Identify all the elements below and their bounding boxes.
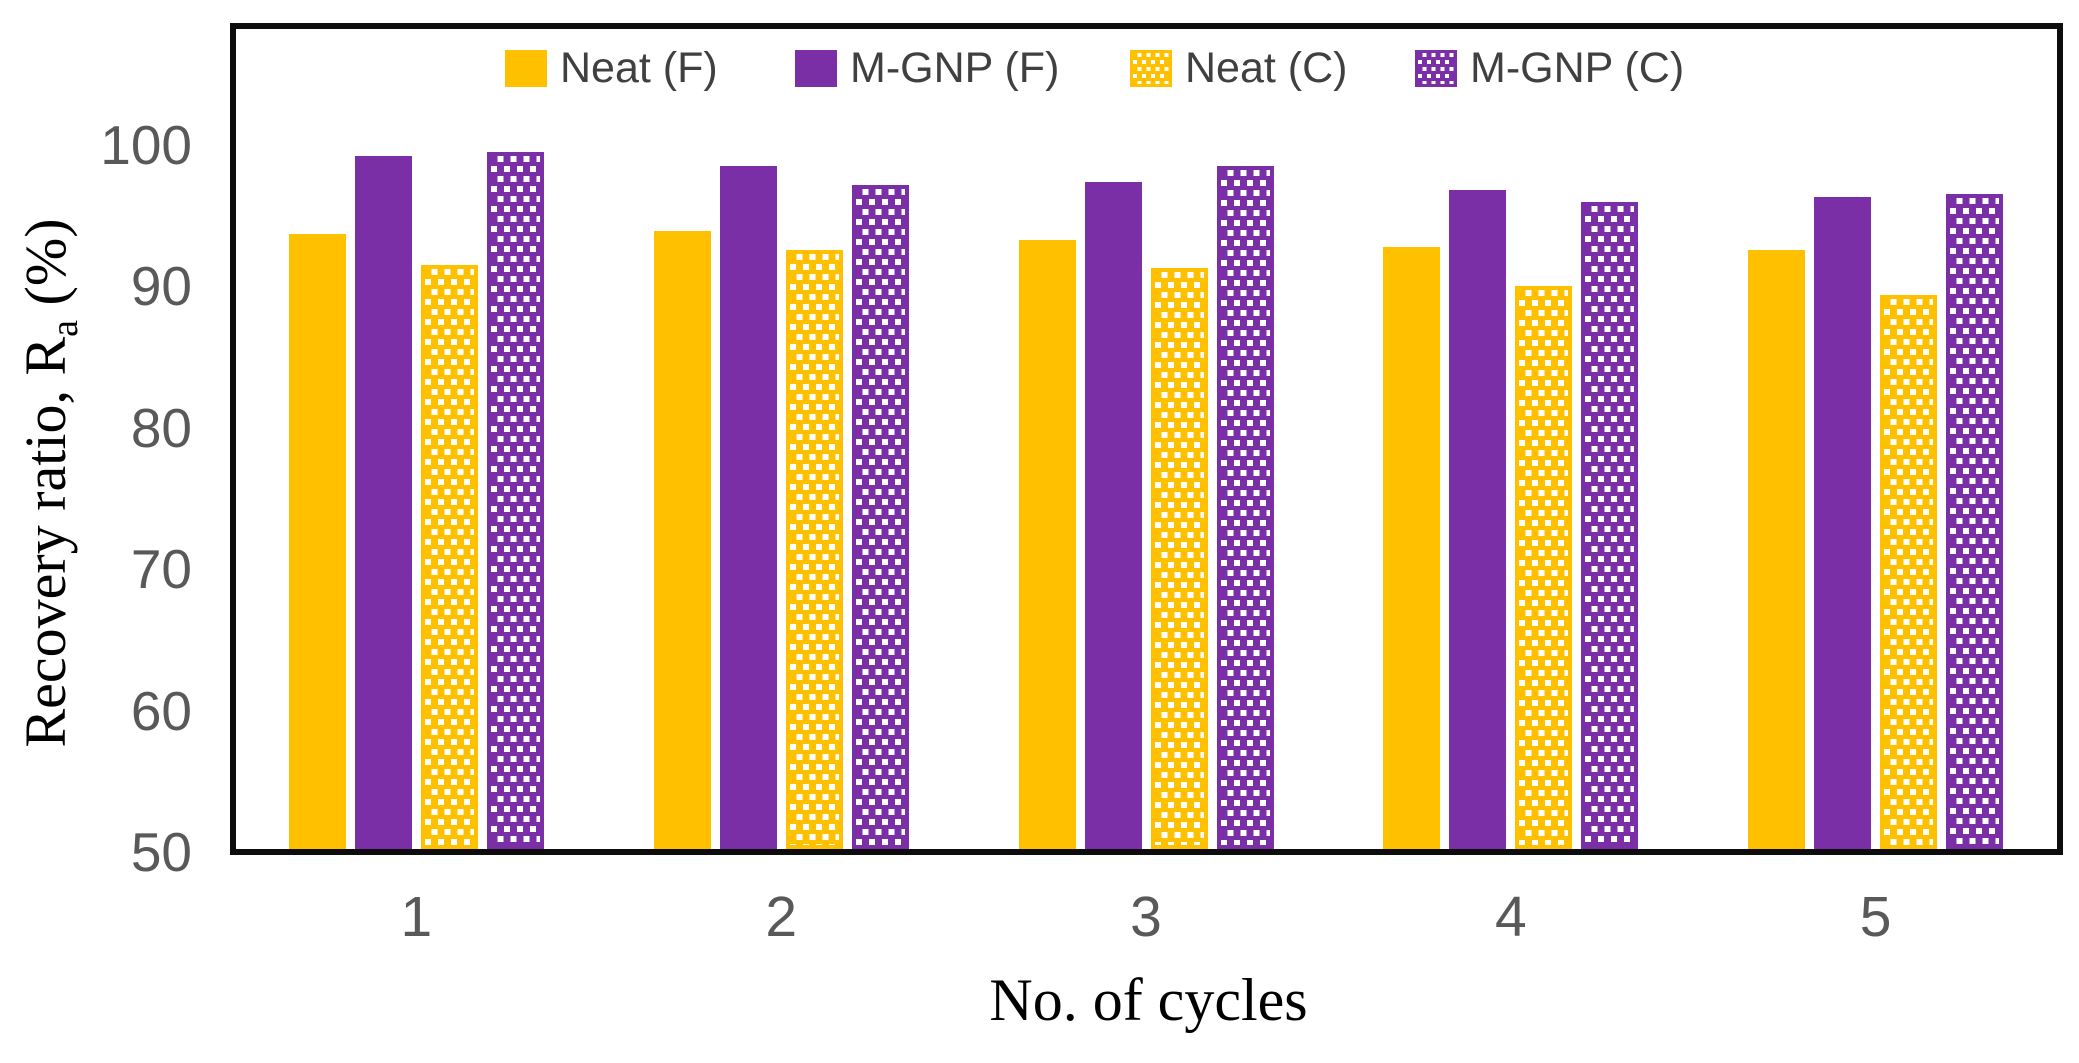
y-tick-label-100: 100 (100, 114, 192, 176)
x-tick-label-5: 5 (1859, 885, 1892, 949)
bar-m-gnp-c-cycle-4 (1581, 201, 1639, 849)
x-tick-label-1: 1 (400, 885, 433, 949)
legend-label: M-GNP (C) (1470, 44, 1685, 92)
bar-m-gnp-f-cycle-2 (719, 166, 777, 849)
bar-neat-f-cycle-1 (288, 234, 346, 849)
bar-m-gnp-f-cycle-3 (1084, 181, 1142, 849)
bar-m-gnp-f-cycle-5 (1814, 197, 1872, 849)
bar-m-gnp-c-cycle-2 (851, 184, 909, 849)
legend-label: M-GNP (F) (850, 44, 1060, 92)
bar-m-gnp-c-cycle-1 (486, 152, 544, 849)
bar-m-gnp-f-cycle-4 (1449, 190, 1507, 849)
bar-neat-f-cycle-2 (653, 231, 711, 849)
bar-m-gnp-c-cycle-5 (1946, 194, 2004, 849)
x-tick-label-2: 2 (765, 885, 798, 949)
bar-neat-f-cycle-4 (1383, 246, 1441, 849)
legend-swatch-m-gnp-c-dotted-icon (1415, 49, 1457, 87)
y-tick-label-90: 90 (130, 255, 192, 318)
legend-label: Neat (F) (560, 44, 718, 92)
bar-neat-f-cycle-3 (1018, 239, 1076, 849)
y-tick-label-60: 60 (130, 679, 192, 742)
legend-item-neat-f: Neat (F) (505, 42, 718, 94)
bar-neat-c-cycle-4 (1515, 286, 1573, 849)
x-tick-label-3: 3 (1130, 885, 1162, 949)
bar-neat-f-cycle-5 (1748, 249, 1806, 849)
y-axis-title-subscript: a (44, 319, 86, 337)
bar-neat-c-cycle-2 (785, 249, 843, 849)
y-tick-label-80: 80 (130, 396, 192, 459)
bar-neat-c-cycle-5 (1880, 294, 1938, 849)
legend-swatch-neat-f-solid-icon (505, 49, 547, 87)
legend-label: Neat (C) (1185, 44, 1348, 92)
y-tick-label-70: 70 (130, 538, 192, 601)
bar-m-gnp-c-cycle-3 (1216, 166, 1274, 849)
legend-item-neat-c: Neat (C) (1130, 42, 1347, 94)
y-tick-label-50: 50 (130, 821, 192, 883)
y-axis-title-prefix: Recovery ratio, R (13, 336, 78, 748)
legend-swatch-neat-c-dotted-icon (1130, 49, 1172, 87)
x-tick-label-4: 4 (1494, 885, 1527, 949)
bar-neat-c-cycle-1 (420, 265, 478, 849)
y-axis-title: Recovery ratio, Ra (%) (13, 128, 86, 838)
x-axis-title: No. of cycles (989, 967, 1308, 1033)
legend: Neat (F) M-GNP (F) Neat (C) M-GNP (C) (0, 0, 2079, 110)
y-axis-title-suffix: (%) (13, 218, 78, 320)
legend-swatch-m-gnp-f-solid-icon (795, 49, 837, 87)
bar-neat-c-cycle-3 (1150, 268, 1208, 849)
legend-item-m-gnp-c: M-GNP (C) (1415, 42, 1684, 94)
legend-item-m-gnp-f: M-GNP (F) (795, 42, 1059, 94)
bar-m-gnp-f-cycle-1 (354, 156, 412, 849)
